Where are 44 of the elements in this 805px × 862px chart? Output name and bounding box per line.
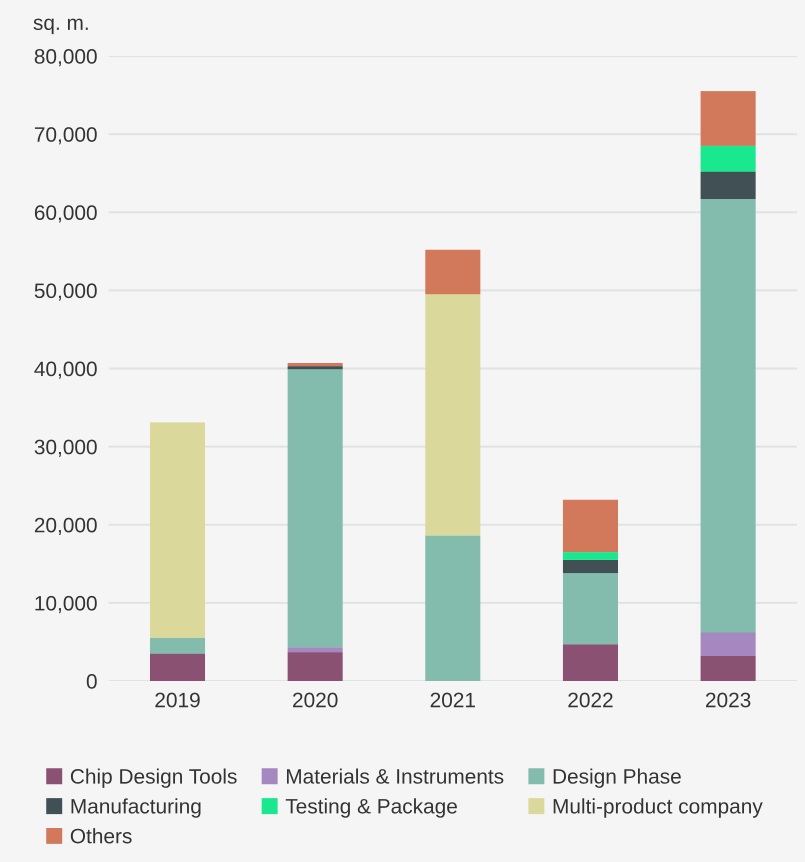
x-tick-label: 2021 [430,692,475,708]
bar [700,656,756,681]
bar [150,654,206,681]
bar [288,363,343,366]
bar [562,573,618,644]
x-tick-label: 2023 [706,692,750,708]
bar [425,536,480,681]
y-tick-label: 60,000 [34,205,97,222]
bar [562,644,618,681]
bar [700,146,756,172]
bar [562,552,618,560]
legend-label: Testing & Package [286,798,457,818]
y-tick-label: 80,000 [34,49,97,66]
y-tick-label: 10,000 [35,596,97,614]
bar [562,500,618,552]
x-tick-label: 2022 [568,692,613,708]
bar [562,560,618,574]
bar [425,294,480,536]
legend-label: Others [70,828,132,844]
bar [288,366,343,370]
bar [700,198,756,633]
y-tick-label: 50,000 [34,283,97,301]
legend-label: Multi-product company [554,798,763,818]
bar [700,91,756,146]
bar [700,172,756,199]
legend-label: Design Phase [554,768,681,788]
bar [150,638,206,654]
bar [700,632,756,656]
legend-label: Manufacturing [72,798,201,818]
y-tick-label: 40,000 [34,362,97,379]
y-axis-title: sq. m. [34,18,88,34]
x-tick-label: 2019 [155,692,200,708]
bar [288,369,343,648]
y-tick-label: 20,000 [34,518,97,535]
y-tick-label: 70,000 [34,127,97,144]
bar [288,647,343,652]
legend-label: Materials & Instruments [286,768,504,784]
legend-label: Chip Design Tools [70,768,237,788]
bar [425,250,480,294]
x-tick-label: 2020 [293,692,338,708]
y-tick-label: 30,000 [34,440,97,457]
y-tick-label: 0 [86,674,97,689]
bar [288,652,343,681]
bar [150,422,206,638]
